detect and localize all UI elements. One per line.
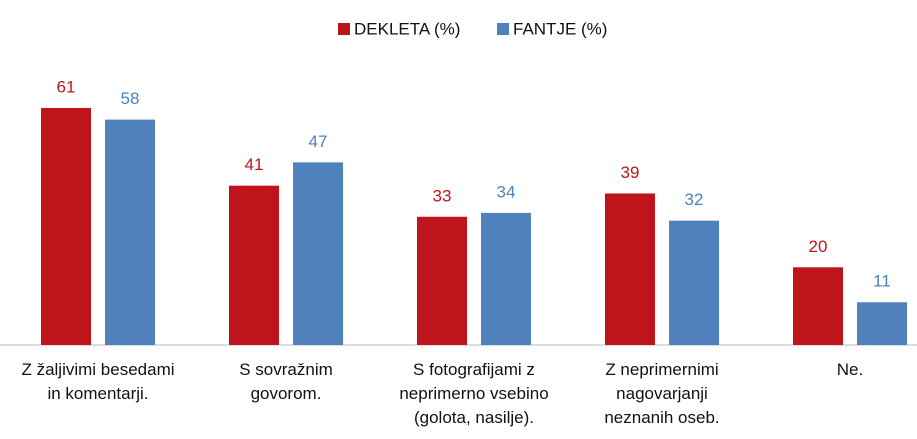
data-label: 39 — [621, 163, 640, 182]
data-label: 32 — [685, 190, 704, 209]
bar — [857, 302, 907, 345]
bar — [41, 107, 91, 345]
x-tick-label: Ne. — [836, 360, 864, 379]
bar — [793, 267, 843, 345]
x-tick-label: S fotografijami z neprimerno vsebino (go… — [399, 360, 549, 427]
data-label: 47 — [309, 132, 328, 151]
bar — [605, 193, 655, 345]
x-tick-label: Z neprimernimi nagovarjanji neznanih ose… — [604, 360, 720, 427]
bar — [481, 212, 531, 345]
data-label: 33 — [433, 186, 452, 205]
data-label: 20 — [809, 237, 828, 256]
data-label: 34 — [497, 182, 516, 201]
legend-swatch — [497, 23, 509, 35]
data-label: 41 — [245, 155, 264, 174]
data-label: 61 — [57, 77, 76, 96]
bar — [293, 162, 343, 345]
legend-swatch — [338, 23, 350, 35]
x-tick-label: S sovražnim govorom. — [239, 360, 333, 403]
bar — [417, 216, 467, 345]
legend-label: FANTJE (%) — [513, 19, 607, 38]
data-label: 11 — [873, 272, 891, 291]
legend-label: DEKLETA (%) — [354, 19, 460, 38]
bar — [105, 119, 155, 345]
bar — [669, 220, 719, 345]
data-label: 58 — [121, 89, 140, 108]
x-tick-label: Z žaljivimi besedami in komentarji. — [21, 360, 175, 403]
bar — [229, 185, 279, 345]
